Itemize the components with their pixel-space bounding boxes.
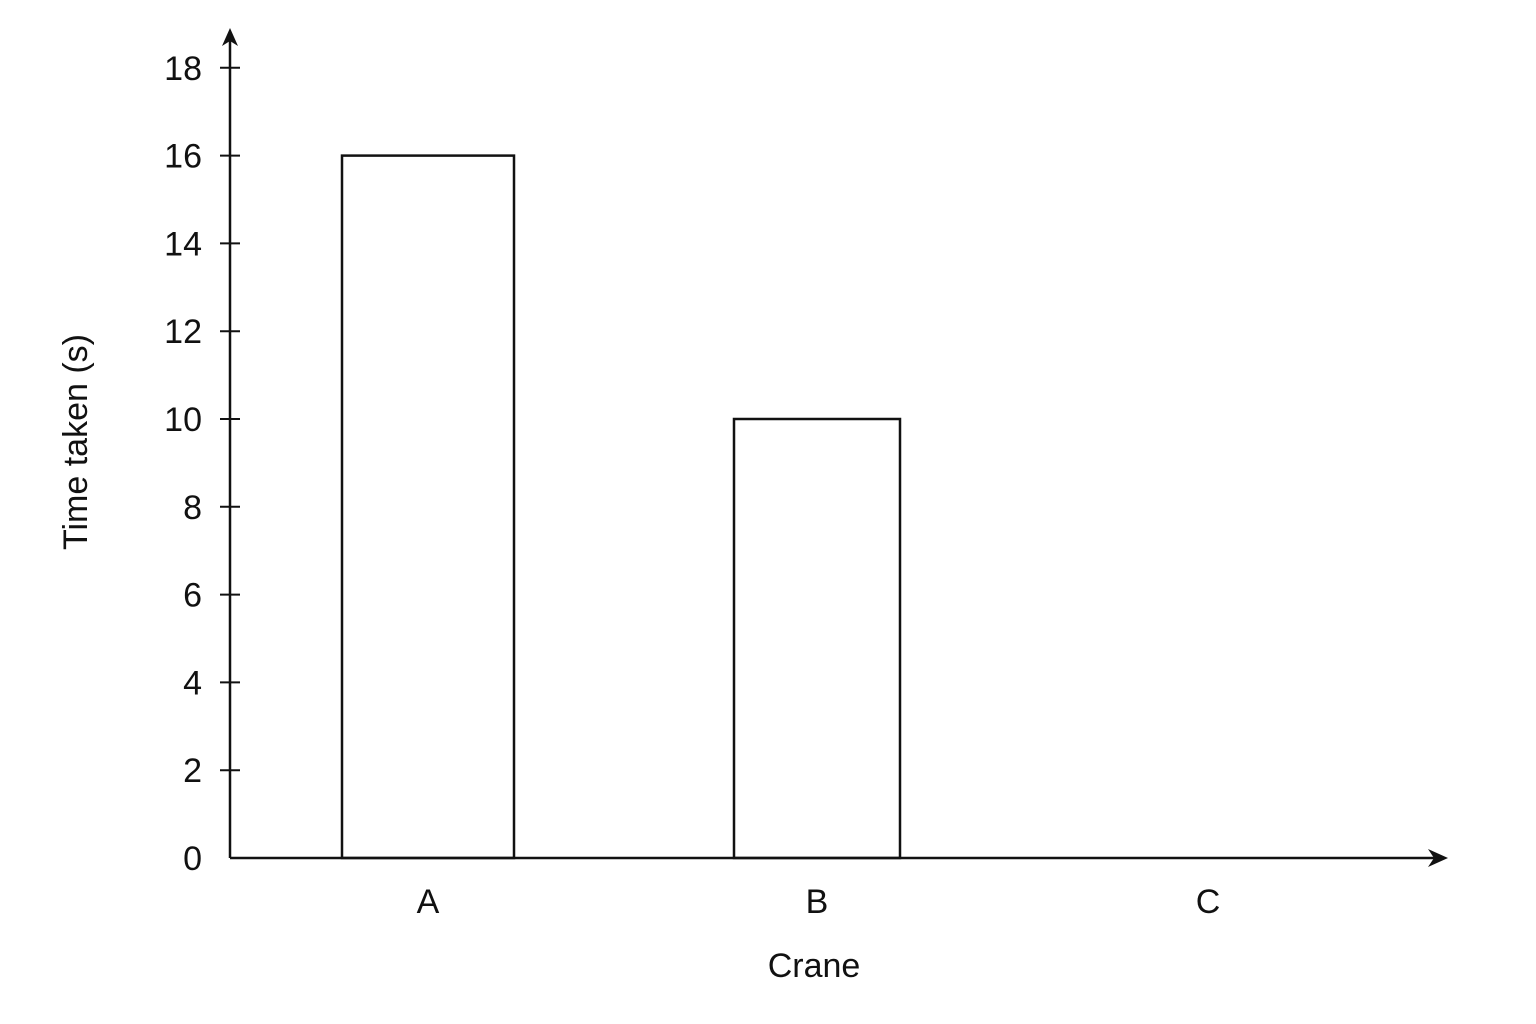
y-axis-title: Time taken (s): [57, 334, 95, 550]
y-axis-arrow-icon: [222, 28, 238, 46]
y-tick-label: 8: [183, 489, 202, 527]
y-tick-label: 10: [164, 401, 202, 439]
x-axis-arrow-icon: [1428, 849, 1448, 867]
y-tick-label: 4: [183, 664, 202, 702]
y-tick-label: 2: [183, 752, 202, 790]
x-tick-label-a: A: [417, 883, 440, 921]
y-tick-label: 0: [183, 840, 202, 878]
x-tick-label-b: B: [806, 883, 829, 921]
x-axis-title: Crane: [768, 947, 861, 985]
y-tick-label: 16: [164, 138, 202, 176]
y-tick-label: 12: [164, 313, 202, 351]
y-ticks-group: 0 2 4 6 8 10 12 14 16 18: [164, 50, 240, 878]
bar-a: [340, 154, 516, 860]
y-tick-label: 18: [164, 50, 202, 88]
x-tick-label-c: C: [1196, 883, 1221, 921]
bars-group: [340, 154, 902, 860]
y-tick-label: 14: [164, 225, 202, 263]
y-tick-label: 6: [183, 577, 202, 615]
axes-group: [222, 28, 1448, 867]
bar-b: [732, 417, 902, 860]
x-tick-labels-group: A B C: [417, 883, 1221, 921]
